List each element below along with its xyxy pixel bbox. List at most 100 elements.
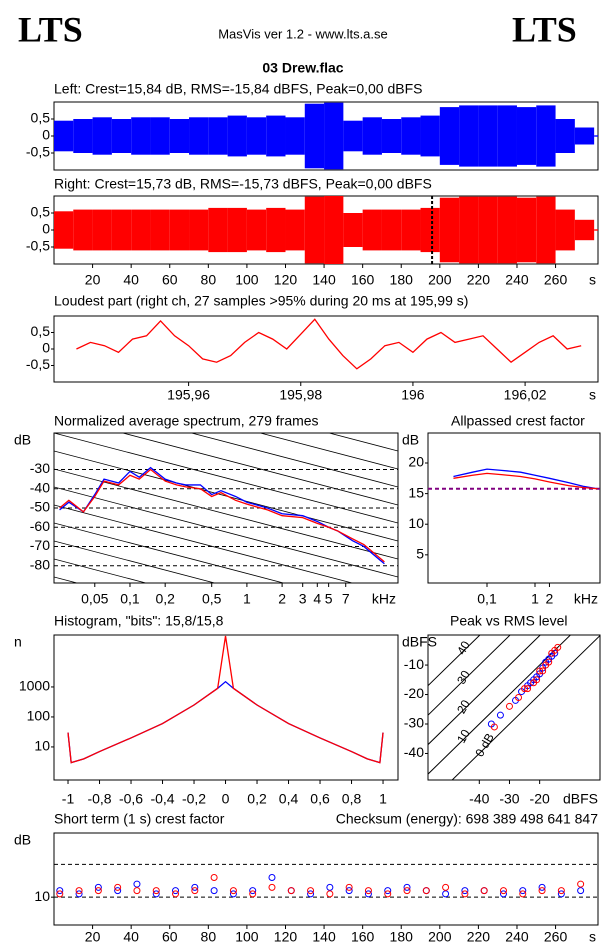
data-point: [527, 679, 535, 687]
waveform-segment: [381, 209, 402, 251]
data-point: [152, 887, 160, 895]
y-tick-label: -30: [30, 460, 50, 476]
waveform-segment: [478, 196, 498, 264]
diagonal-label: 10: [454, 727, 473, 746]
slope-guide: [258, 433, 398, 470]
data-point: [210, 887, 218, 895]
x-tick-label: -0,8: [87, 791, 111, 807]
data-point: [519, 887, 527, 895]
waveform-segment: [266, 115, 286, 157]
slope-guide: [121, 433, 398, 506]
y-tick-label: 10: [34, 888, 50, 904]
y-axis-label: dB: [14, 432, 31, 448]
x-tick-label: 195,96: [167, 387, 210, 403]
data-point: [249, 887, 257, 895]
data-point: [403, 883, 411, 891]
diagonal-label: 30: [454, 668, 473, 687]
data-point: [114, 883, 122, 891]
x-tick-label: 196: [401, 387, 425, 403]
data-point: [515, 693, 523, 701]
y-tick-label: -0,5: [26, 356, 50, 372]
slope-guide: [54, 468, 398, 560]
x-unit: s: [589, 387, 596, 403]
y-tick-label: -70: [30, 537, 50, 553]
waveform-segment: [324, 196, 344, 264]
waveform-segment: [246, 209, 267, 251]
waveform-segment: [362, 117, 382, 155]
data-point: [133, 880, 141, 888]
waveform-segment: [54, 211, 74, 249]
x-tick-label: 60: [162, 272, 178, 288]
data-point: [505, 702, 513, 710]
data-point: [307, 890, 315, 898]
x-tick-label: 0,8: [342, 791, 362, 807]
x-tick-label: -0,2: [182, 791, 206, 807]
x-tick-label: 160: [351, 929, 375, 945]
waveform-segment: [574, 219, 595, 241]
x-unit: s: [589, 272, 596, 288]
slope-guide: [54, 522, 285, 583]
waveform-segment: [111, 209, 132, 251]
panel-title: Short term (1 s) crest factor: [54, 811, 225, 827]
waveform-segment: [516, 107, 537, 165]
y-tick-label: 10: [34, 738, 50, 754]
data-point: [533, 673, 541, 681]
x-tick-label: 240: [505, 929, 529, 945]
waveform-segment: [516, 197, 537, 263]
x-tick-label: 80: [201, 272, 217, 288]
waveform-segment: [169, 119, 190, 153]
data-point: [538, 883, 546, 891]
y-tick-label: 0,5: [31, 323, 51, 339]
data-point: [403, 887, 411, 895]
data-line: [76, 318, 582, 370]
y-tick-label: -80: [30, 556, 50, 572]
waveform-segment: [92, 209, 112, 251]
data-point: [545, 658, 553, 666]
slope-guide: [54, 504, 354, 583]
diagonal: [451, 635, 600, 780]
waveform-segment: [285, 117, 305, 155]
x-tick-label: 220: [467, 272, 491, 288]
x-tick-label: 80: [201, 929, 217, 945]
waveform-segment: [594, 135, 598, 137]
data-point: [345, 883, 353, 891]
data-point: [539, 667, 547, 675]
x-tick-label: 0,2: [155, 591, 175, 607]
x-tick-label: 40: [123, 272, 139, 288]
data-point: [524, 685, 532, 693]
y-tick-label: -10: [404, 656, 424, 672]
y-tick-label: 10: [408, 515, 424, 531]
waveform-segment: [420, 207, 440, 253]
data-point: [557, 887, 565, 895]
panel-title: Left: Crest=15,84 dB, RMS=-15,84 dBFS, P…: [54, 81, 422, 97]
y-tick-label: -50: [30, 499, 50, 515]
diagonal: [428, 635, 572, 775]
plot-frame: [53, 634, 399, 781]
data-point: [172, 887, 180, 895]
x-tick-label: 0,05: [81, 591, 108, 607]
y-tick-label: -40: [30, 479, 50, 495]
diagonal: [428, 635, 511, 716]
waveform-segment: [227, 115, 247, 157]
data-point: [461, 890, 469, 898]
x-tick-label: 140: [312, 929, 336, 945]
x-tick-label: 5: [325, 591, 333, 607]
diagonal: [428, 635, 541, 745]
x-unit: s: [589, 929, 596, 945]
x-tick-label: 2: [546, 591, 554, 607]
x-tick-label: 0,2: [247, 791, 267, 807]
slope-guide: [54, 558, 148, 583]
y-tick-label: 20: [408, 454, 424, 470]
data-point: [345, 887, 353, 895]
waveform-segment: [343, 120, 363, 152]
x-tick-label: 200: [428, 929, 452, 945]
data-point: [268, 874, 276, 882]
x-unit: kHz: [574, 591, 598, 607]
data-point: [94, 883, 102, 891]
y-tick-label: -60: [30, 518, 50, 534]
waveform-segment: [150, 209, 170, 251]
data-point: [496, 711, 504, 719]
y-tick-label: 0,5: [31, 110, 51, 126]
file-name: 03 Drew.flac: [262, 60, 343, 76]
